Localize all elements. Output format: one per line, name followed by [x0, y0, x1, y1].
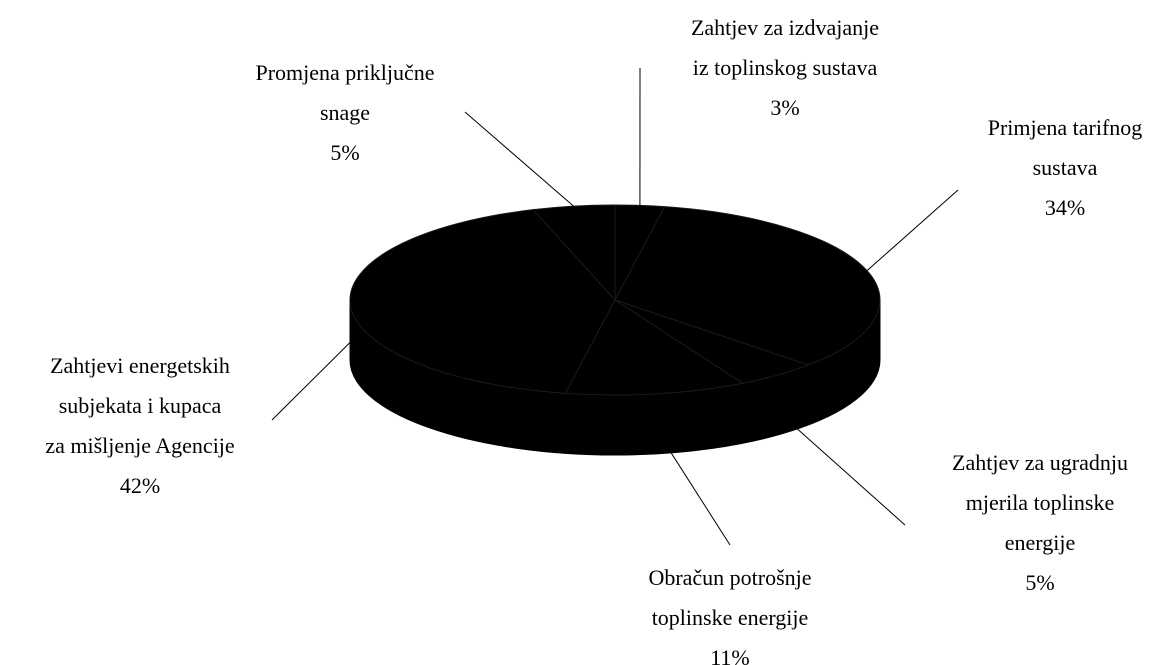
leader-line [656, 429, 731, 546]
leader-line [866, 189, 959, 272]
value-label: 5% [330, 140, 359, 165]
value-label: 42% [120, 473, 160, 498]
category-label: Zahtjev za izdvajanje iz toplinskog susta… [691, 15, 879, 80]
category-label: Primjena tarifnog sustava [988, 115, 1143, 180]
pie-slice [532, 204, 616, 302]
leader-line [464, 111, 574, 207]
pie-slice [614, 206, 881, 366]
value-label: 34% [1045, 195, 1085, 220]
pie-slice [564, 299, 744, 396]
labels: Zahtjev za izdvajanje iz toplinskog susta… [45, 15, 1142, 665]
pie-slices [349, 204, 881, 396]
leader-line [271, 341, 351, 421]
category-label: Zahtjevi energetskih subjekata i kupaca za… [45, 353, 234, 458]
category-label: Zahtjev za ugradnju mjerila toplinske ener… [952, 450, 1128, 555]
value-label: 5% [1025, 570, 1054, 595]
value-label: 11% [710, 645, 750, 665]
category-label: Promjena priključne snage [255, 60, 434, 125]
leader-line [777, 410, 906, 526]
category-label: Obračun potrošnje toplinske energije [648, 565, 811, 630]
value-label: 3% [770, 95, 799, 120]
pie-slice [349, 209, 616, 394]
